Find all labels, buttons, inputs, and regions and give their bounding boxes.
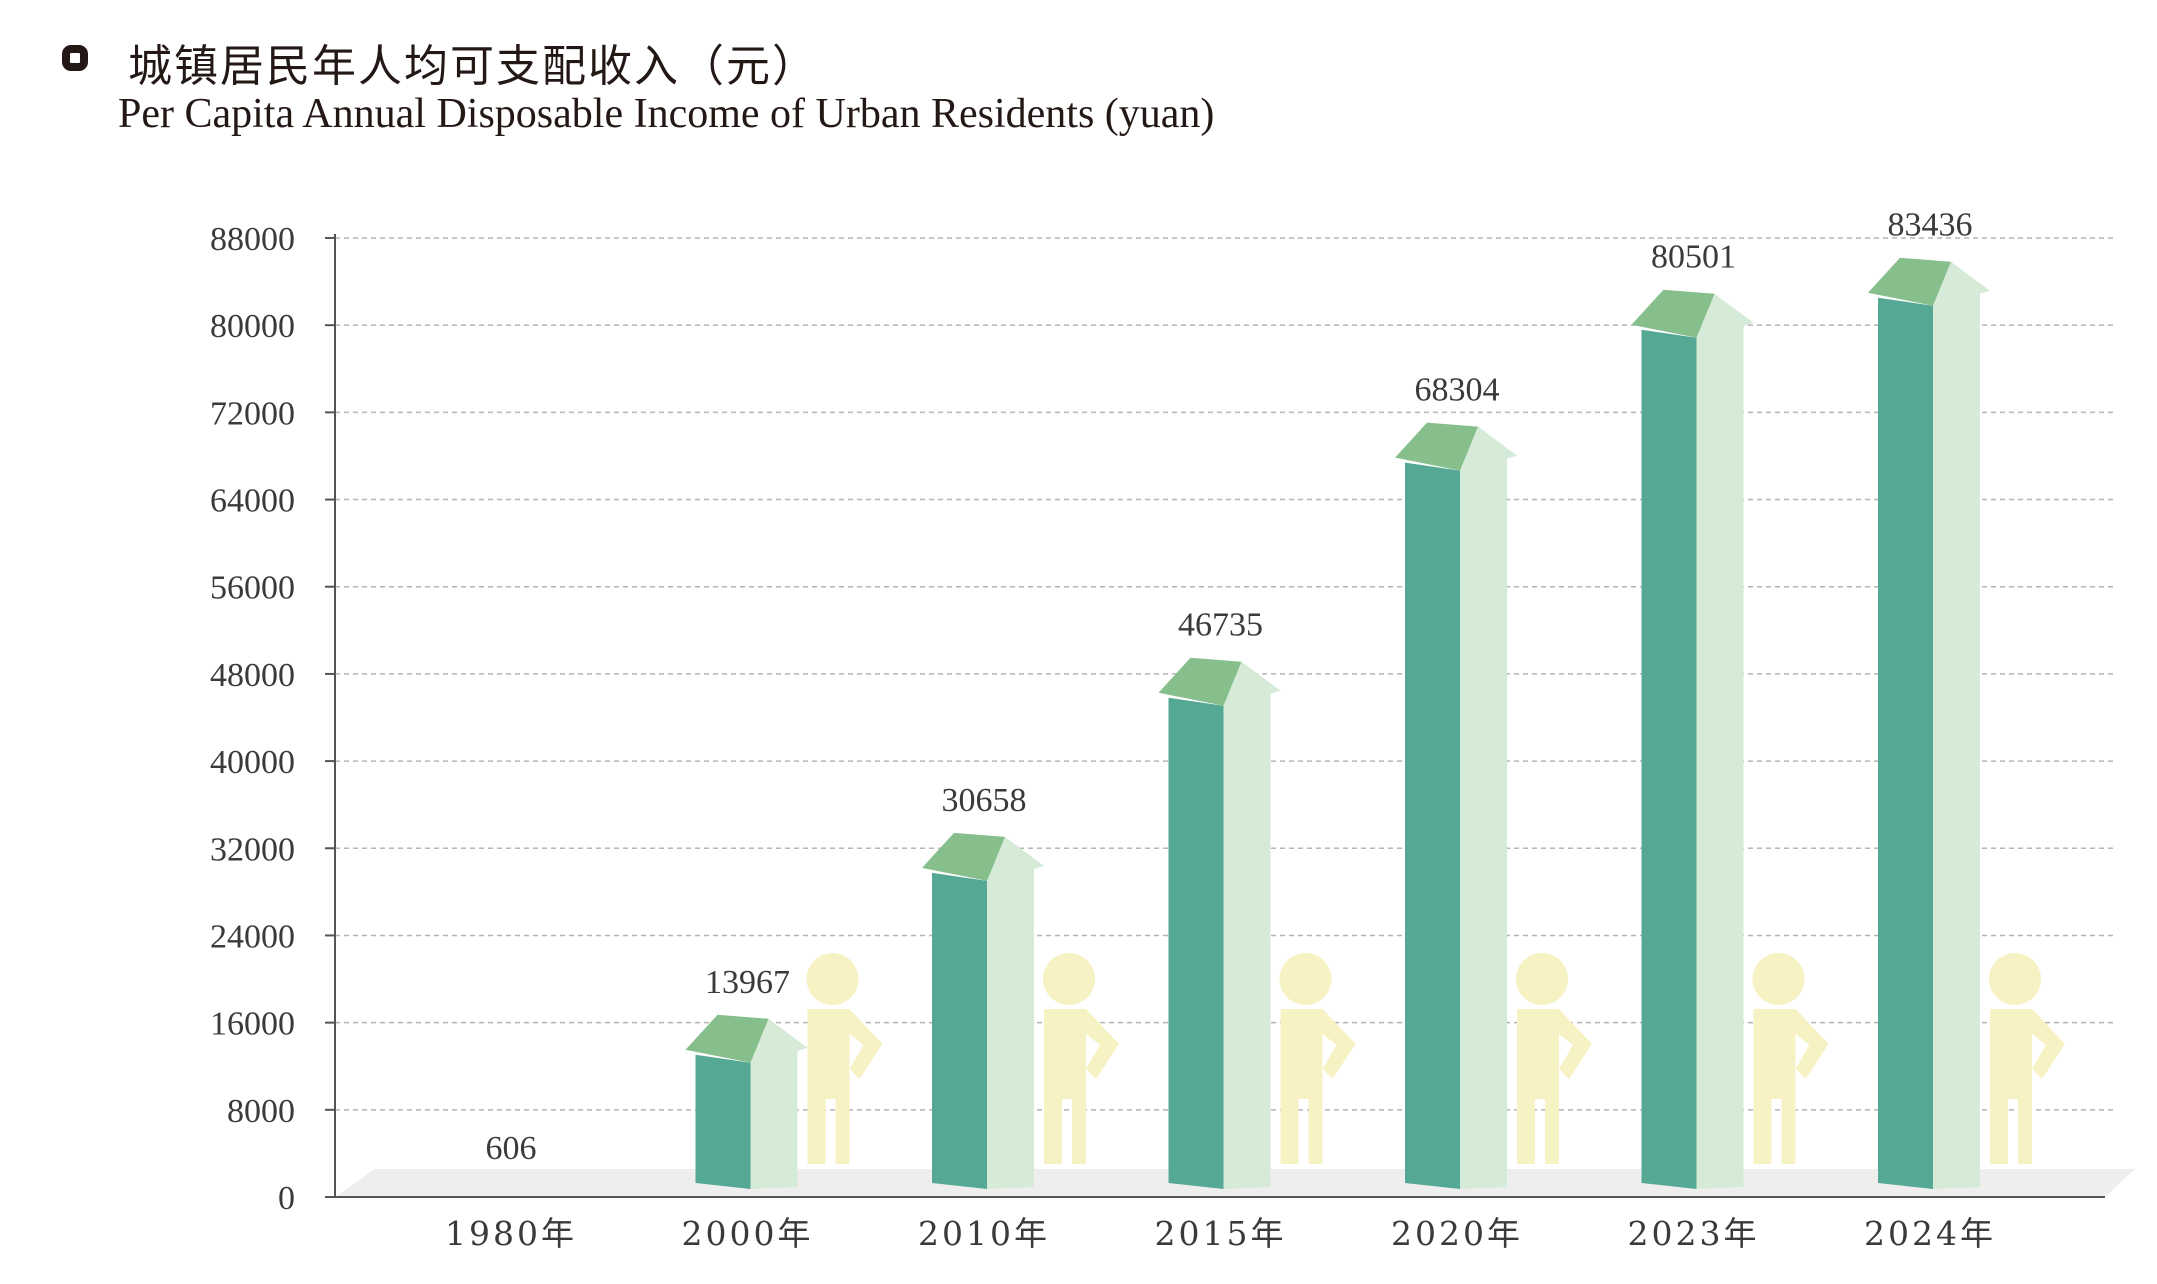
bar-front: [932, 872, 987, 1189]
bar-roof-side: [750, 1018, 808, 1063]
x-category-label: 2024年: [1864, 1214, 1996, 1253]
bar: [922, 832, 1044, 1189]
bar-side: [1460, 458, 1507, 1190]
x-category-label: 2000年: [682, 1214, 814, 1253]
y-tick-label: 88000: [210, 221, 295, 258]
y-tick-label: 56000: [210, 570, 295, 607]
bar-roof-side: [987, 836, 1044, 881]
bar-front: [695, 1054, 751, 1189]
labels: 0 8000 16000 24000 32000 40000 48000 56000 64000…: [210, 207, 1996, 1253]
x-category-label: 2015年: [1155, 1214, 1287, 1253]
bar-front: [1641, 329, 1697, 1189]
person-figures: [806, 953, 2065, 1164]
person-figure: [1989, 953, 2065, 1164]
person-head: [1989, 953, 2041, 1005]
bar-roof-side: [1696, 293, 1754, 338]
bar-front: [1405, 462, 1460, 1190]
bar-roof-side: [1460, 426, 1517, 471]
person-body: [807, 1009, 883, 1164]
bar-value-label: 68304: [1415, 372, 1500, 409]
bar-side: [1696, 325, 1744, 1189]
bar-roof-side: [1933, 261, 1990, 306]
bar-value-label: 30658: [942, 782, 1027, 819]
bar-side: [750, 1050, 798, 1189]
bar: [1868, 257, 1990, 1190]
chart-title: 城镇居民年人均可支配收入（元）: [128, 41, 818, 92]
x-category-label: 1980年: [445, 1214, 577, 1253]
bar-roof: [1158, 657, 1242, 706]
bar: [1395, 422, 1517, 1190]
person-head: [1752, 953, 1805, 1005]
person-body: [1517, 1009, 1592, 1164]
bar-roof: [922, 832, 1005, 881]
bar-value-label: 46735: [1178, 607, 1263, 644]
bar-front: [1878, 297, 1933, 1190]
bar-value-label: 13967: [705, 964, 790, 1001]
bar: [1631, 289, 1754, 1189]
person-head: [1516, 953, 1568, 1005]
bar-value-label: 80501: [1651, 239, 1736, 276]
y-tick-label: 0: [278, 1180, 295, 1217]
bar-side: [1933, 293, 1980, 1190]
bar-roof: [685, 1014, 769, 1063]
axes: [325, 234, 2105, 1198]
y-tick-label: 40000: [210, 744, 295, 781]
y-tick-label: 32000: [210, 831, 295, 868]
bar-roof-side: [1223, 661, 1281, 706]
bar: [685, 1014, 808, 1189]
person-body: [1753, 1009, 1829, 1164]
bar-side: [987, 868, 1034, 1189]
bar-roof: [1868, 257, 1951, 306]
person-figure: [806, 953, 883, 1164]
person-figure: [1752, 953, 1829, 1164]
bar-value-label: 83436: [1888, 207, 1973, 244]
bar-roof: [1631, 289, 1715, 338]
person-body: [1280, 1009, 1356, 1164]
bar-value-label: 606: [486, 1130, 537, 1167]
person-figure: [1043, 953, 1119, 1164]
y-tick-label: 48000: [210, 657, 295, 694]
y-tick-label: 8000: [227, 1093, 295, 1130]
person-head: [806, 953, 859, 1005]
x-category-label: 2010年: [918, 1214, 1050, 1253]
person-body: [1990, 1009, 2065, 1164]
title-square-icon: [62, 45, 88, 71]
person-head: [1043, 953, 1095, 1005]
bar-front: [1168, 697, 1224, 1189]
person-body: [1044, 1009, 1119, 1164]
y-tick-label: 72000: [210, 395, 295, 432]
y-tick-label: 80000: [210, 308, 295, 345]
y-tick-label: 16000: [210, 1006, 295, 1043]
chart-subtitle: Per Capita Annual Disposable Income of U…: [118, 91, 1215, 137]
y-tick-label: 64000: [210, 483, 295, 520]
person-head: [1279, 953, 1332, 1005]
x-category-label: 2020年: [1391, 1214, 1523, 1253]
bar-roof: [1395, 422, 1478, 471]
bar: [1158, 657, 1281, 1189]
person-figure: [1516, 953, 1592, 1164]
person-figure: [1279, 953, 1356, 1164]
y-tick-label: 24000: [210, 918, 295, 955]
bar-side: [1223, 693, 1271, 1189]
bars: [685, 257, 1990, 1190]
x-category-label: 2023年: [1628, 1214, 1760, 1253]
